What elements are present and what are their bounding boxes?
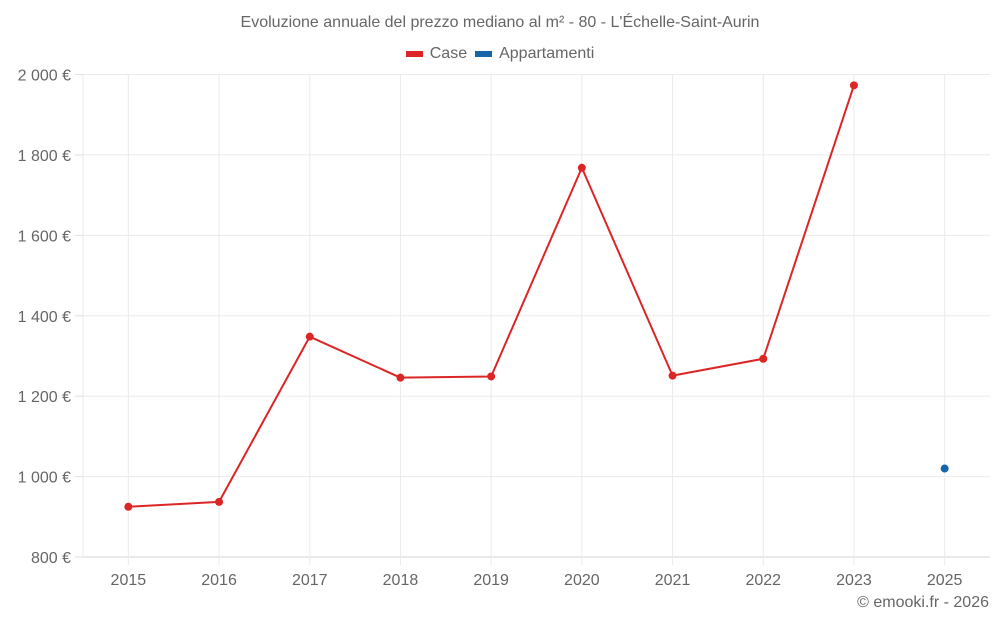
legend-label-appartamenti: Appartamenti: [499, 45, 595, 62]
x-tick-label: 2017: [292, 572, 328, 589]
credit-text: © emooki.fr - 2026: [857, 594, 989, 611]
x-tick-label: 2025: [927, 572, 963, 589]
legend-item-case[interactable]: Case: [405, 45, 468, 63]
data-point-case[interactable]: [215, 497, 224, 506]
legend-swatch-case-icon: [405, 51, 423, 57]
data-point-case[interactable]: [668, 371, 677, 380]
y-tick-label: 1 800 €: [18, 148, 71, 165]
legend-label-case: Case: [429, 45, 468, 62]
data-point-case[interactable]: [759, 354, 768, 363]
y-tick-label: 1 400 €: [18, 309, 71, 326]
x-tick-label: 2022: [745, 572, 781, 589]
x-tick-label: 2018: [383, 572, 419, 589]
x-tick-label: 2020: [564, 572, 600, 589]
x-tick-label: 2021: [655, 572, 691, 589]
y-tick-label: 2 000 €: [18, 68, 71, 85]
chart-title: Evoluzione annuale del prezzo mediano al…: [240, 14, 760, 31]
data-point-case[interactable]: [849, 81, 858, 90]
x-axis: 2015 2016 2017 2018 2019 2020 2021 2022 2023 2025: [111, 572, 963, 589]
chart-legend: Case Appartamenti: [0, 45, 1000, 63]
data-point-case[interactable]: [396, 373, 405, 382]
legend-swatch-appartamenti-icon: [475, 51, 493, 57]
data-point-appartamenti[interactable]: [940, 464, 949, 473]
legend-item-appartamenti[interactable]: Appartamenti: [475, 45, 594, 63]
y-tick-label: 800 €: [31, 550, 71, 567]
x-tick-label: 2019: [473, 572, 509, 589]
y-tick-label: 1 200 €: [18, 389, 71, 406]
y-tick-label: 1 000 €: [18, 470, 71, 487]
x-tick-label: 2015: [111, 572, 147, 589]
y-tick-label: 1 600 €: [18, 228, 71, 245]
data-point-case[interactable]: [124, 502, 133, 511]
x-tick-label: 2016: [201, 572, 237, 589]
data-series: [124, 81, 949, 511]
data-point-case[interactable]: [577, 163, 586, 172]
y-axis: 800 € 1 000 € 1 200 € 1 400 € 1 600 € 1 800 €…: [18, 68, 83, 567]
data-point-case[interactable]: [487, 372, 496, 381]
x-tick-label: 2023: [836, 572, 872, 589]
data-point-case[interactable]: [305, 332, 314, 341]
grid-lines: [82, 74, 990, 565]
